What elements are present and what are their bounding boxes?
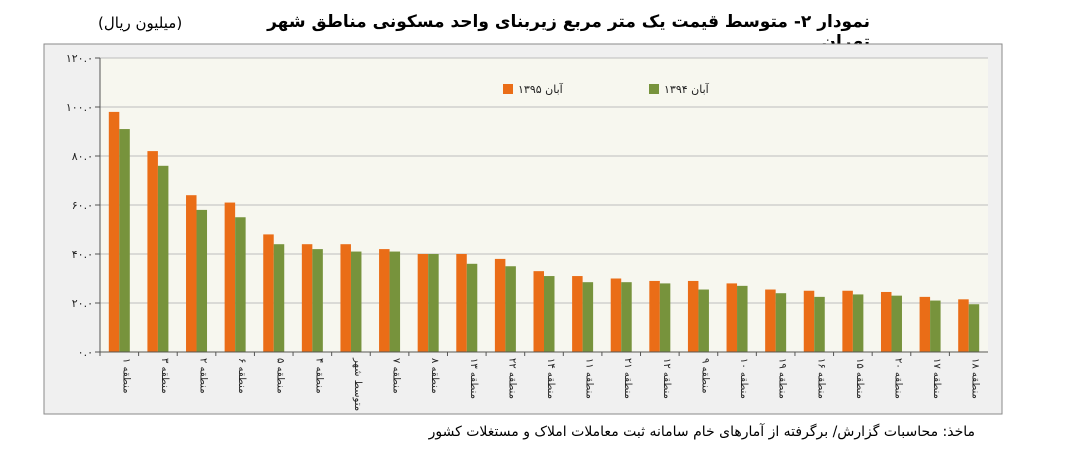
x-category-label: منطقه ۸ xyxy=(429,358,440,394)
x-category-label: منطقه ۱۶ xyxy=(815,358,826,399)
legend-swatch xyxy=(649,84,659,94)
x-category-label: منطقه ۱۵ xyxy=(854,358,865,399)
y-tick-label: ۲۰.۰ xyxy=(72,297,93,310)
bar-1395 xyxy=(379,249,390,352)
bar-1395 xyxy=(301,244,313,352)
bar-1394 xyxy=(544,276,555,352)
unit-label: (میلیون ریال) xyxy=(98,14,183,32)
source-note: ماخذ: محاسبات گزارش/ برگرفته از آمارهای … xyxy=(428,424,975,440)
bar-1394 xyxy=(428,254,439,352)
x-category-label: منطقه ۱۲ xyxy=(661,358,672,399)
bar-1395 xyxy=(842,290,853,352)
x-category-label: منطقه ۶ xyxy=(236,358,247,394)
bar-1394 xyxy=(814,296,825,352)
bar-1394 xyxy=(659,283,671,352)
bar-1394 xyxy=(698,289,709,352)
bar-1394 xyxy=(505,266,516,352)
bar-1395 xyxy=(456,254,467,352)
bar-1394 xyxy=(775,293,787,352)
x-category-label: منطقه ۷ xyxy=(391,358,402,394)
x-category-label: منطقه ۴ xyxy=(313,358,324,394)
bar-1394 xyxy=(852,294,864,352)
bar-1394 xyxy=(157,165,169,352)
x-category-label: منطقه ۱۸ xyxy=(970,358,981,399)
bar-1394 xyxy=(196,209,208,352)
bar-1395 xyxy=(572,276,583,352)
bar-1395 xyxy=(726,283,738,352)
bar-1394 xyxy=(312,249,323,352)
bars xyxy=(108,111,980,353)
x-axis: منطقه ۱ منطقه ۳ منطقه ۲ منطقه ۶ منطقه ۵ منطقه… xyxy=(99,351,988,411)
bar-1395 xyxy=(687,280,699,352)
y-tick-label: ۶۰.۰ xyxy=(72,199,93,212)
x-category-label: منطقه ۱۷ xyxy=(931,358,942,399)
x-category-label: منطقه ۱۱ xyxy=(584,358,595,399)
bar-1394 xyxy=(235,217,246,352)
bar-1394 xyxy=(582,282,594,352)
bar-1394 xyxy=(968,304,980,352)
x-category-label: منطقه ۲۱ xyxy=(622,358,633,399)
bar-1395 xyxy=(147,151,158,352)
x-category-label: منطقه ۹ xyxy=(699,358,710,394)
legend: آبان ۱۳۹۵ آبان ۱۳۹۴ xyxy=(503,82,710,96)
bar-1395 xyxy=(186,195,197,352)
y-tick-label: ۱۲۰.۰ xyxy=(66,52,93,65)
x-category-label: منطقه ۱۳ xyxy=(468,358,479,399)
bar-1395 xyxy=(263,234,274,352)
bar-1394 xyxy=(466,263,478,352)
bar-1395 xyxy=(919,296,931,352)
legend-swatch xyxy=(503,84,513,94)
bar-1395 xyxy=(224,202,236,352)
bar-1394 xyxy=(891,295,902,352)
y-tick-label: ۰.۰ xyxy=(78,346,93,359)
legend-label: آبان ۱۳۹۴ xyxy=(664,82,710,96)
bar-1395 xyxy=(417,254,429,352)
bar-1394 xyxy=(389,251,401,352)
y-axis: ۰.۰ ۲۰.۰ ۴۰.۰ ۶۰.۰ ۸۰.۰ ۱۰۰.۰ ۱۲۰.۰ xyxy=(66,52,101,359)
x-category-label: منطقه ۱۴ xyxy=(545,358,556,399)
bar-1395 xyxy=(108,111,120,353)
y-tick-label: ۴۰.۰ xyxy=(72,248,93,261)
bar-1395 xyxy=(340,244,351,352)
bar-1394 xyxy=(273,244,285,352)
bar-1394 xyxy=(737,285,748,352)
legend-label: آبان ۱۳۹۵ xyxy=(518,82,564,96)
x-category-label: منطقه ۲۲ xyxy=(506,358,517,399)
bar-1395 xyxy=(958,299,969,352)
bar-1395 xyxy=(610,278,622,352)
x-category-label: منطقه ۵ xyxy=(275,358,286,394)
x-category-label: منطقه ۳ xyxy=(159,358,170,394)
x-category-label: منطقه ۱۰ xyxy=(738,358,749,399)
bar-1394 xyxy=(350,251,362,352)
bar-1395 xyxy=(494,258,506,352)
bar-1395 xyxy=(649,280,660,352)
bar-1394 xyxy=(930,300,941,352)
x-category-label: منطقه ۱ xyxy=(120,358,131,394)
bar-1395 xyxy=(803,290,815,352)
x-category-label: منطقه ۱۹ xyxy=(777,358,788,399)
bar-1394 xyxy=(119,129,130,352)
y-tick-label: ۸۰.۰ xyxy=(72,150,93,163)
x-category-label: منطقه ۲۰ xyxy=(892,358,903,399)
x-category-label: منطقه ۲ xyxy=(198,358,209,394)
x-category-label: متوسط شهر xyxy=(352,357,363,411)
bar-1395 xyxy=(765,289,776,352)
bar-1395 xyxy=(533,271,544,352)
bar-1395 xyxy=(880,291,892,352)
bar-1394 xyxy=(621,282,632,352)
y-tick-label: ۱۰۰.۰ xyxy=(66,101,93,114)
